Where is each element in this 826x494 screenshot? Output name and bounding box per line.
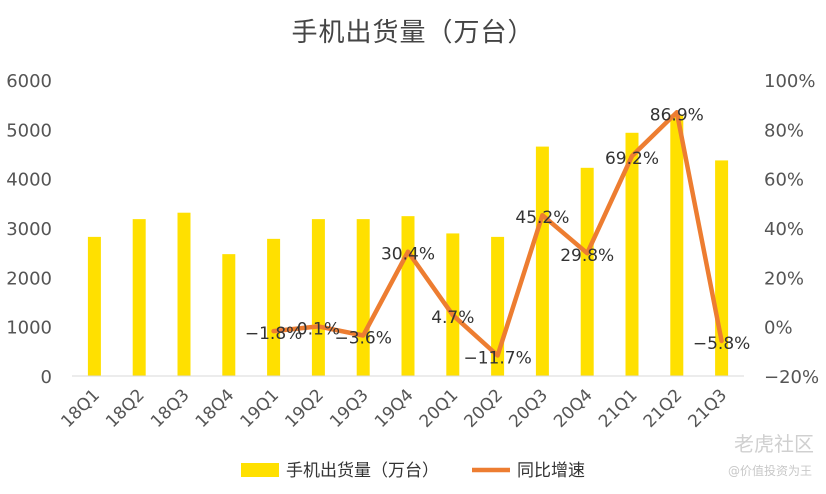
x-tick-label: 18Q4	[192, 385, 239, 432]
y-left-tick-label: 0	[41, 367, 52, 388]
y-right-tick-label: 100%	[764, 71, 815, 92]
y-right-tick-label: −20%	[764, 367, 819, 388]
x-tick-label: 20Q2	[461, 385, 508, 432]
growth-data-label: −5.8%	[693, 334, 750, 354]
watermark-author: @价值投资为王	[727, 464, 812, 478]
x-tick-label: 21Q2	[640, 385, 687, 432]
y-right-tick-label: 60%	[764, 170, 804, 191]
x-tick-label: 18Q3	[147, 385, 194, 432]
y-right-tick-label: 40%	[764, 219, 804, 240]
bar	[222, 254, 236, 376]
x-tick-label: 20Q1	[416, 385, 463, 432]
bar	[87, 236, 101, 376]
x-tick-label: 18Q2	[102, 385, 149, 432]
growth-data-label: 0.1%	[297, 319, 340, 339]
chart-title: 手机出货量（万台）	[291, 18, 535, 48]
legend-line-label: 同比增速	[517, 461, 585, 481]
x-tick-label: 19Q2	[281, 385, 328, 432]
x-tick-label: 20Q4	[550, 385, 597, 432]
y-left-tick-label: 5000	[6, 120, 52, 141]
growth-data-label: 45.2%	[515, 208, 569, 228]
x-tick-label: 21Q1	[595, 385, 642, 432]
y-right-tick-label: 0%	[764, 318, 793, 339]
x-tick-label: 19Q4	[371, 385, 418, 432]
x-tick-label: 20Q3	[505, 385, 552, 432]
growth-data-label: −11.7%	[463, 349, 531, 369]
y-left-tick-label: 4000	[6, 170, 52, 191]
legend-bar-swatch	[241, 463, 279, 477]
legend-bar-label: 手机出货量（万台）	[286, 461, 439, 481]
bar	[535, 146, 549, 376]
growth-data-label: 30.4%	[381, 245, 435, 265]
growth-data-label: −3.6%	[334, 329, 391, 349]
y-right-tick-label: 80%	[764, 120, 804, 141]
growth-data-label: −1.8%	[245, 324, 302, 344]
bar	[401, 216, 415, 376]
bar	[267, 238, 281, 376]
growth-line	[271, 110, 724, 358]
x-tick-label: 19Q1	[237, 385, 284, 432]
y-left-tick-label: 1000	[6, 318, 52, 339]
x-tick-label: 18Q1	[57, 385, 104, 432]
growth-data-label: 4.7%	[431, 308, 474, 328]
y-left-tick-label: 2000	[6, 268, 52, 289]
growth-data-label: 29.8%	[560, 246, 614, 266]
x-tick-label: 21Q3	[685, 385, 732, 432]
bar	[446, 233, 460, 376]
bar	[356, 219, 370, 376]
bar	[132, 219, 146, 376]
bar	[177, 212, 191, 376]
bar	[580, 167, 594, 376]
bar	[311, 219, 325, 376]
y-left-tick-label: 6000	[6, 71, 52, 92]
growth-data-label: 86.9%	[650, 105, 704, 125]
y-left-tick-label: 3000	[6, 219, 52, 240]
x-tick-label: 19Q3	[326, 385, 373, 432]
bar	[670, 114, 684, 377]
watermark-logo: 老虎社区	[734, 432, 814, 456]
y-right-tick-label: 20%	[764, 268, 804, 289]
bar	[625, 132, 639, 376]
growth-data-label: 69.2%	[605, 149, 659, 169]
